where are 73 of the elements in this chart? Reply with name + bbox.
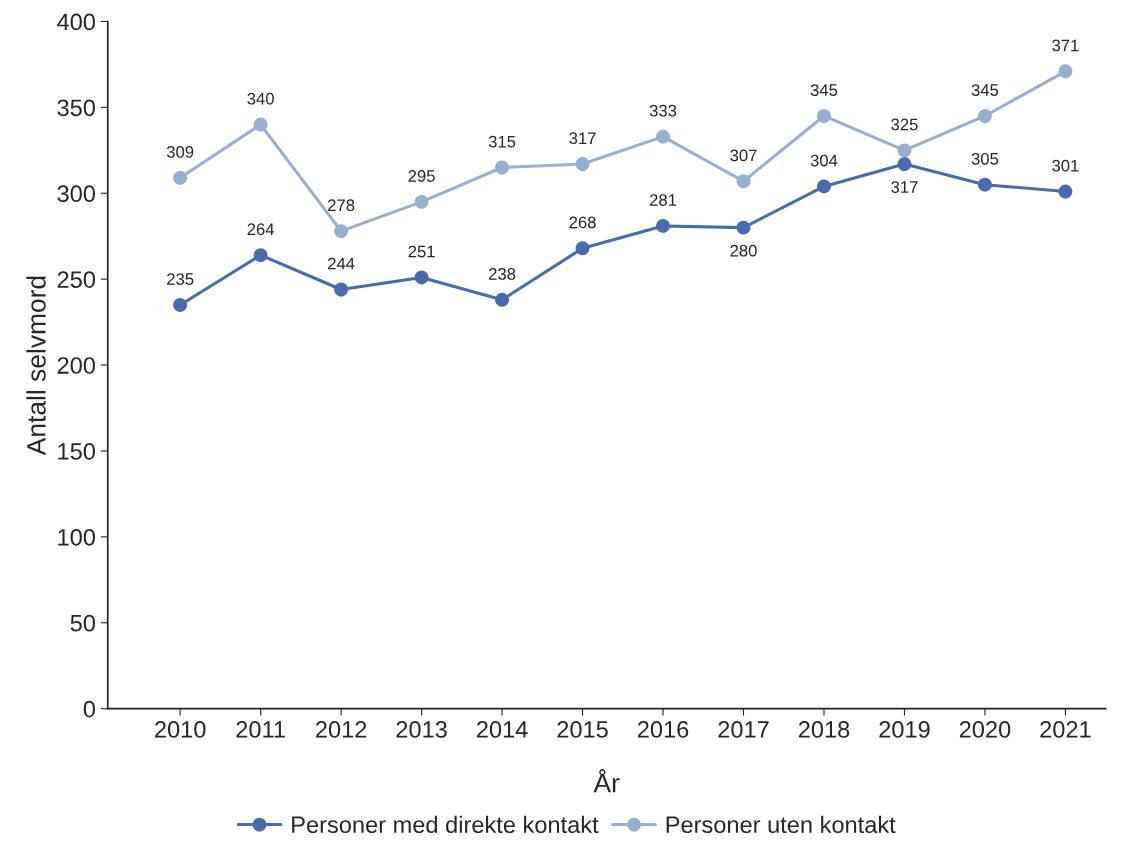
point [817,179,831,194]
data-label: 238 [489,268,516,280]
x-tick-label: 2011 [236,721,285,738]
y-tick-label: 150 [58,443,95,460]
x-tick-label: 2017 [718,721,769,738]
point [334,282,349,297]
data-label: 317 [891,181,918,193]
y-tick-label: 100 [58,528,95,546]
y-tick-label: 350 [57,99,95,117]
x-tick-label: 2015 [557,721,608,738]
point [495,160,510,175]
data-label: 295 [408,170,435,182]
point [414,194,429,209]
data-label: 371 [1052,39,1079,52]
x-tick-label: 2020 [959,721,1011,738]
data-label: 251 [408,245,435,258]
data-label: 309 [166,146,194,158]
point [897,157,912,172]
point [897,143,912,158]
y-tick-label: 200 [57,357,95,374]
point [656,129,670,144]
x-tick-label: 2021 [1040,721,1091,738]
data-label: 345 [971,84,999,96]
x-tick-label: 2016 [637,721,689,738]
point [817,109,831,123]
y-tick-label: 250 [57,271,95,288]
data-label: 340 [247,92,274,105]
point [575,241,590,256]
legend-label: Personer uten kontakt [666,815,896,834]
point [495,292,510,307]
x-tick-label: 2014 [477,721,528,738]
x-tick-label: 2013 [396,721,447,738]
data-label: 281 [649,194,677,206]
data-label: 305 [971,152,999,165]
point [334,224,349,239]
data-label: 304 [810,154,838,167]
data-label: 235 [167,273,194,285]
data-label: 278 [328,199,355,212]
point [414,270,429,285]
x-tick-label: 2010 [155,721,206,738]
x-tick-label: 2018 [798,721,850,738]
legend-label: Personer med direkte kontakt [292,815,599,834]
point [736,174,751,189]
data-label: 307 [730,149,757,162]
data-label: 280 [730,244,757,257]
y-tick-label: 400 [57,13,95,31]
data-label: 264 [247,223,275,236]
point [977,177,992,192]
data-label: 315 [488,135,516,148]
point [656,218,670,233]
data-label: 244 [328,257,355,270]
data-label: 345 [810,84,838,96]
y-tick-label: 0 [83,700,95,718]
data-label: 301 [1052,159,1079,172]
point [1058,184,1073,199]
x-tick-label: 2019 [879,721,930,738]
point [1058,64,1073,79]
x-axis-title: År [593,769,620,793]
point [977,109,992,123]
x-tick-label: 2012 [316,721,367,738]
data-label: 333 [649,104,677,117]
y-tick-label: 300 [57,185,95,203]
y-axis-title: Antall selvmord [26,276,46,456]
point [173,170,188,185]
point [575,157,590,172]
data-label: 268 [569,216,596,229]
point [736,220,751,235]
data-label: 317 [569,132,596,145]
point [253,248,268,263]
point [173,298,188,312]
data-label: 325 [891,118,918,131]
y-tick-label: 50 [70,614,95,632]
point [253,117,268,132]
